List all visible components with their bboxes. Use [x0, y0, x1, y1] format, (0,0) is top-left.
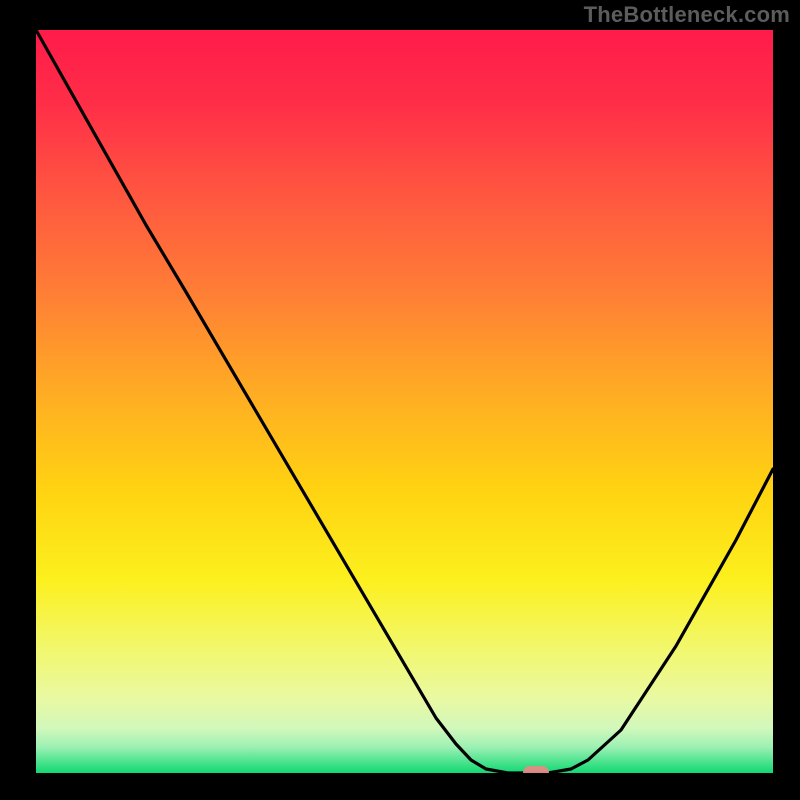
bottleneck-curve [36, 30, 773, 773]
chart-frame: TheBottleneck.com [0, 0, 800, 800]
watermark-text: TheBottleneck.com [584, 2, 790, 28]
curve-layer [36, 30, 773, 773]
plot-area [36, 30, 773, 773]
sweet-spot-marker [523, 766, 549, 773]
